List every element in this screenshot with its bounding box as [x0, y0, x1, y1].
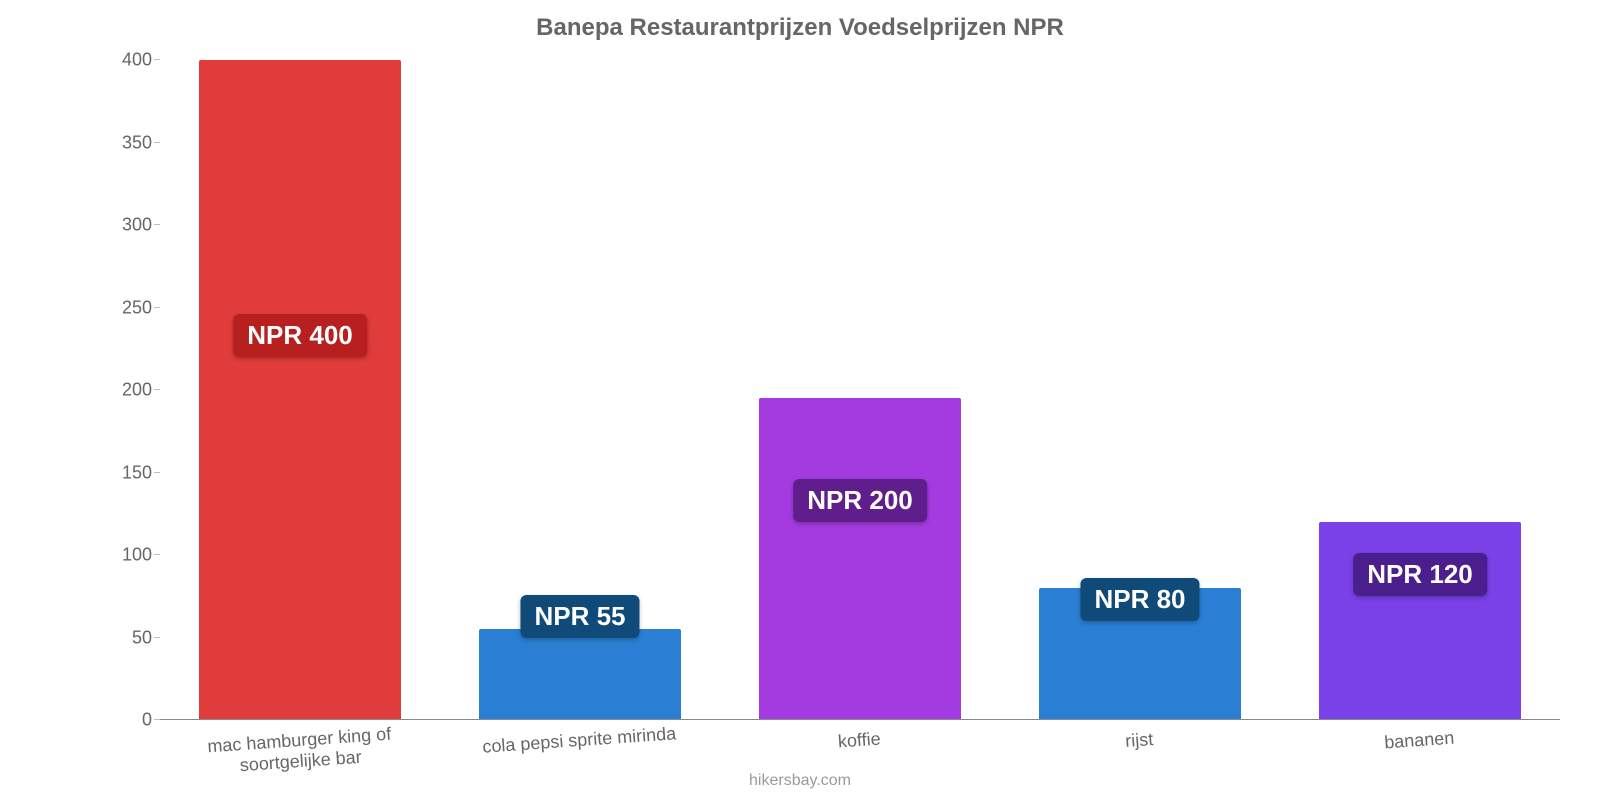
bar-slot: NPR 400 [160, 60, 440, 720]
chart-title: Banepa Restaurantprijzen Voedselprijzen … [0, 0, 1600, 42]
bar-slot: NPR 80 [1000, 60, 1280, 720]
x-axis-labels: mac hamburger king of soortgelijke barco… [160, 730, 1560, 772]
bar-slot: NPR 120 [1280, 60, 1560, 720]
bars-container: NPR 400 NPR 55 NPR 200 NPR 80 NPR 120 [160, 60, 1560, 720]
y-tick-label: 350 [122, 132, 160, 153]
value-badge: NPR 55 [520, 595, 639, 638]
bar [199, 60, 401, 720]
bar-chart: Banepa Restaurantprijzen Voedselprijzen … [0, 0, 1600, 800]
y-tick-label: 50 [132, 627, 160, 648]
y-tick-label: 150 [122, 462, 160, 483]
bar [1319, 522, 1521, 720]
y-tick-label: 0 [142, 710, 160, 731]
bar-slot: NPR 200 [720, 60, 1000, 720]
value-badge: NPR 400 [233, 314, 367, 357]
y-tick-label: 400 [122, 50, 160, 71]
bar-slot: NPR 55 [440, 60, 720, 720]
bar [759, 398, 961, 720]
x-axis-baseline [160, 719, 1560, 720]
y-tick-label: 250 [122, 297, 160, 318]
value-badge: NPR 80 [1080, 578, 1199, 621]
y-tick-label: 200 [122, 380, 160, 401]
y-tick-label: 300 [122, 215, 160, 236]
y-tick-label: 100 [122, 545, 160, 566]
plot-area: 050100150200250300350400 NPR 400NPR 55NP… [160, 60, 1560, 720]
credit-text: hikersbay.com [0, 772, 1600, 790]
value-badge: NPR 120 [1353, 553, 1487, 596]
bar [479, 629, 681, 720]
value-badge: NPR 200 [793, 479, 927, 522]
